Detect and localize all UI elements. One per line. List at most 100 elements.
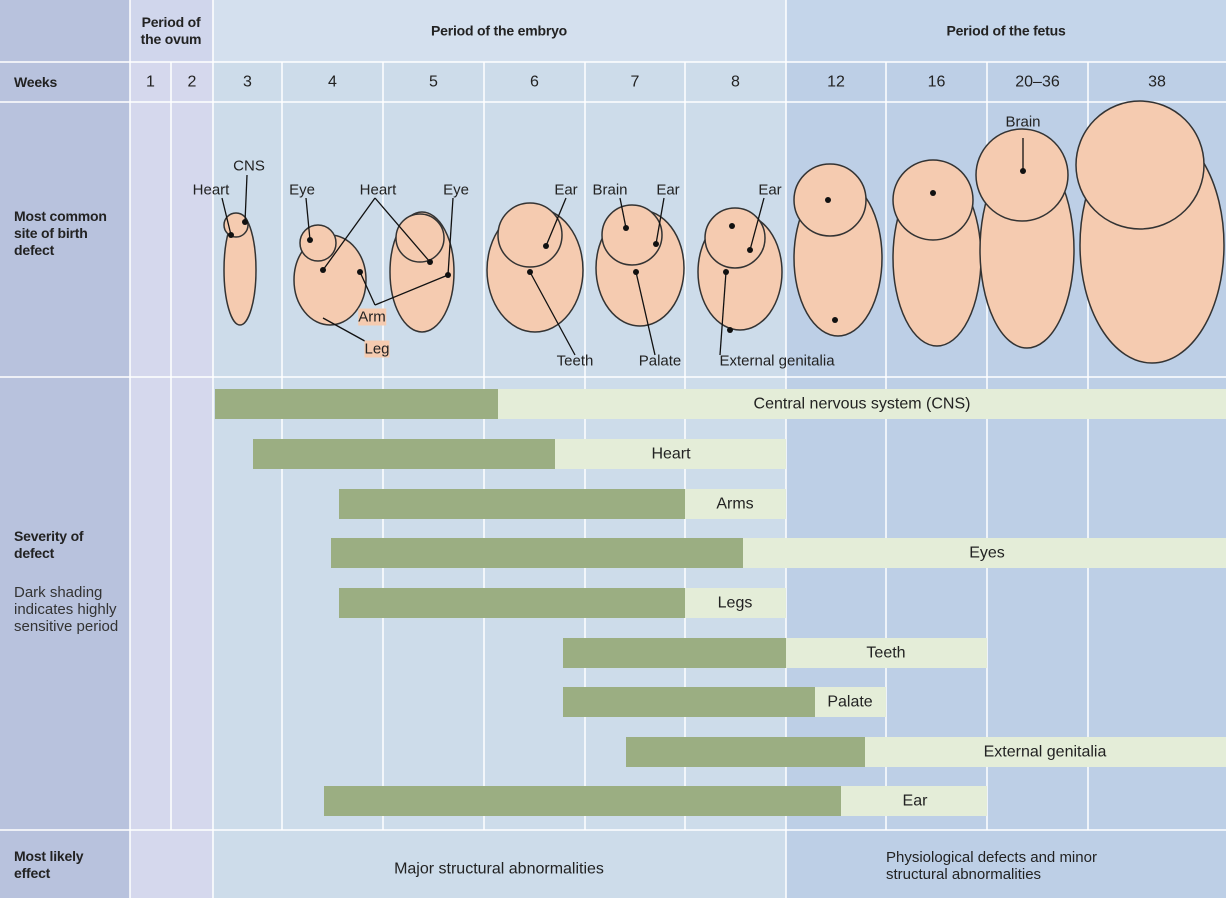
row-label-column — [0, 0, 130, 898]
week-label: 1 — [146, 73, 155, 91]
less-sensitive-period — [555, 439, 786, 469]
row-label-weeks: Weeks — [14, 74, 58, 90]
embryo-head — [497, 202, 563, 268]
leader-line — [635, 271, 656, 356]
leader-line — [655, 197, 665, 245]
row-label-severity: Severity of defect — [14, 528, 84, 561]
site-dot — [727, 327, 733, 333]
site-label: Palate — [638, 352, 682, 370]
sensitive-period — [563, 638, 786, 668]
less-sensitive-period — [498, 389, 1226, 419]
defect-label: Legs — [717, 594, 753, 612]
defect-label: Heart — [651, 445, 691, 463]
period-embryo: Period of the embryo — [430, 22, 568, 39]
bottom-margin — [0, 898, 1226, 906]
embryo-head — [892, 159, 974, 241]
leader-line — [447, 197, 454, 276]
defect-label: Eyes — [969, 544, 1005, 562]
leader-line — [719, 271, 727, 356]
defect-label: Arms — [716, 495, 754, 513]
site-label: Eye — [289, 181, 315, 199]
period-ovum: Period of the ovum — [140, 14, 202, 47]
embryo-head — [601, 204, 663, 266]
site-label: Heart — [359, 181, 397, 199]
sensitive-period — [215, 389, 498, 419]
effect-label: Physiological defects and minor structur… — [886, 849, 1097, 883]
leader-line — [749, 197, 765, 251]
site-label: Brain — [1005, 113, 1041, 131]
week-label: 12 — [827, 73, 845, 91]
embryo-illustrations — [221, 100, 1225, 364]
defect-label: Central nervous system (CNS) — [753, 395, 971, 413]
ovum-header — [130, 0, 213, 62]
embryo-head — [704, 207, 766, 269]
embryo-head — [395, 213, 445, 263]
sensitive-period — [339, 489, 685, 519]
site-label: Ear — [758, 181, 782, 199]
week-label: 4 — [328, 73, 337, 91]
leader-line — [221, 197, 232, 236]
less-sensitive-period — [743, 538, 1226, 568]
severity-note: Dark shading indicates highly sensitive … — [14, 584, 119, 635]
week-label: 38 — [1148, 73, 1166, 91]
site-label: Ear — [554, 181, 578, 199]
row-label-effect: Most likely effect — [14, 848, 84, 881]
sensitive-period — [331, 538, 743, 568]
leader-line — [244, 174, 248, 223]
less-sensitive-period — [815, 687, 886, 717]
embryo-head — [299, 224, 337, 262]
leader-line — [359, 271, 376, 306]
leader-line — [305, 197, 311, 241]
week-label: 7 — [630, 73, 640, 91]
embryo-head — [1075, 100, 1205, 230]
period-fetus: Period of the fetus — [946, 22, 1066, 39]
defect-label: Ear — [902, 792, 928, 810]
leader-line — [619, 197, 627, 229]
site-label: Leg — [364, 340, 390, 358]
sensitive-period — [253, 439, 555, 469]
site-dot — [832, 317, 838, 323]
week-label: 16 — [927, 73, 946, 91]
defect-label: Palate — [827, 693, 873, 711]
embryo-head — [975, 128, 1069, 222]
site-label: Brain — [592, 181, 628, 199]
site-label: CNS — [233, 157, 265, 175]
site-dot — [825, 197, 831, 203]
site-label: Eye — [443, 181, 469, 199]
site-label: Heart — [192, 181, 230, 199]
less-sensitive-period — [865, 737, 1226, 767]
less-sensitive-period — [685, 489, 786, 519]
row-label-site: Most common site of birth defect — [14, 208, 107, 258]
leader-line — [374, 197, 431, 263]
defect-label: External genitalia — [983, 743, 1107, 761]
site-label: Arm — [358, 308, 386, 326]
leader-line — [322, 197, 376, 271]
embryo-head — [223, 212, 249, 238]
leader-line — [545, 197, 567, 247]
week-label: 8 — [731, 73, 740, 91]
leader-line — [529, 271, 576, 356]
less-sensitive-period — [685, 588, 786, 618]
week-label: 6 — [530, 73, 539, 91]
sensitive-period — [339, 588, 685, 618]
site-label: Teeth — [556, 352, 594, 370]
less-sensitive-period — [786, 638, 987, 668]
site-label: External genitalia — [719, 352, 835, 370]
leader-line — [322, 317, 373, 346]
sensitive-period — [563, 687, 815, 717]
site-label: Ear — [656, 181, 680, 199]
sensitive-period — [324, 786, 841, 816]
week-label: 2 — [187, 73, 197, 91]
site-dot — [729, 223, 735, 229]
week-label: 20–36 — [1015, 73, 1060, 91]
defect-label: Teeth — [866, 644, 906, 662]
less-sensitive-period — [841, 786, 987, 816]
week-label: 5 — [429, 73, 438, 91]
leader-line — [374, 274, 449, 306]
severity-bars — [215, 389, 1226, 816]
effect-label: Major structural abnormalities — [394, 860, 604, 878]
site-dot — [930, 190, 936, 196]
